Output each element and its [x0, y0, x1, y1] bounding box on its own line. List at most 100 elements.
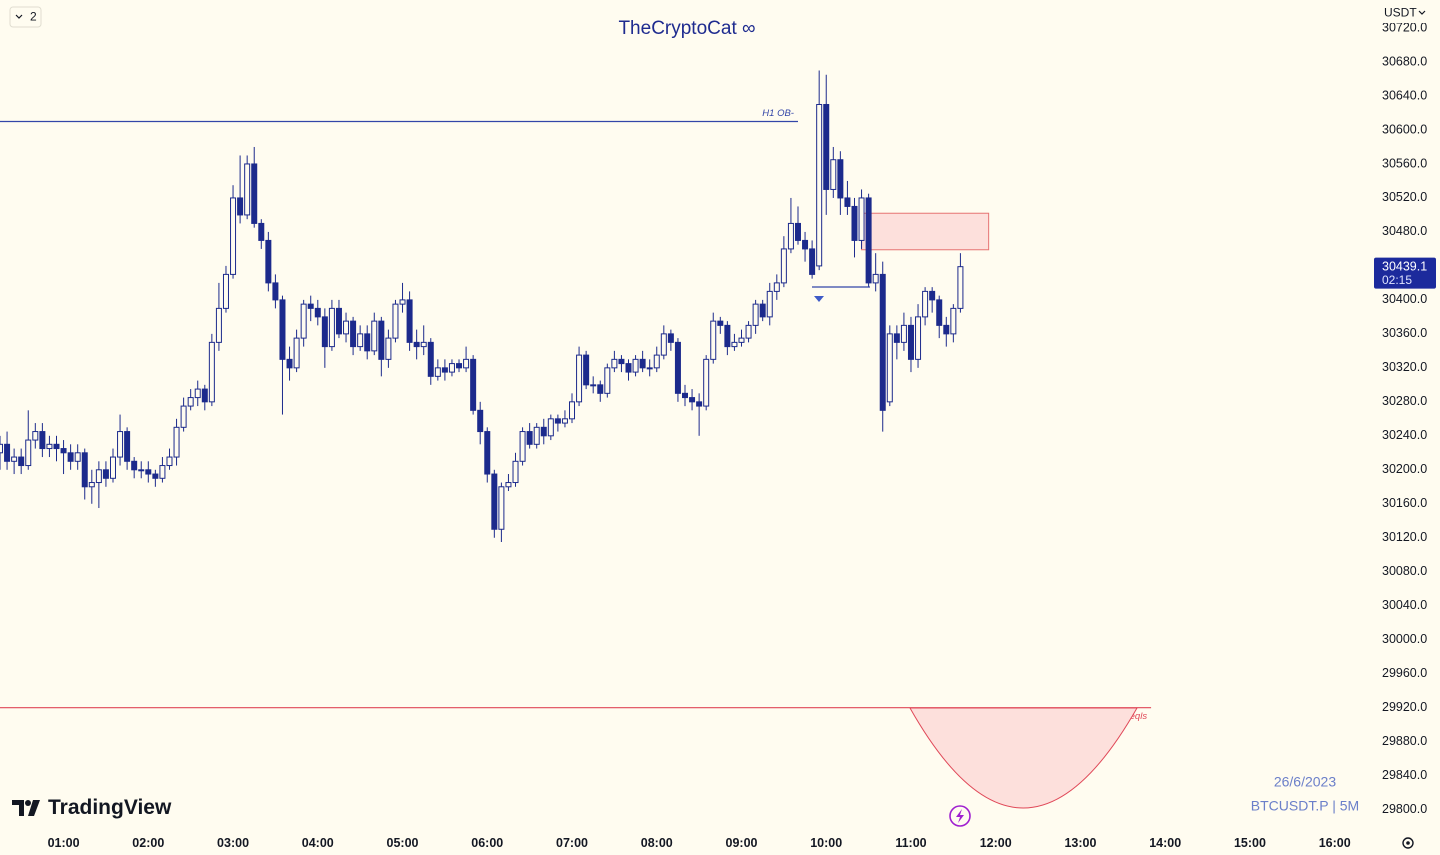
y-tick-label: 30000.0 — [1382, 632, 1427, 646]
y-tick-label: 30400.0 — [1382, 292, 1427, 306]
candle-body — [364, 333, 371, 352]
lightning-icon — [956, 809, 964, 823]
candle-body — [787, 222, 794, 250]
brand-logo — [12, 800, 40, 816]
candle-body — [561, 418, 568, 424]
candle-body — [682, 392, 688, 399]
candle-body — [505, 482, 512, 488]
candle-body — [907, 324, 914, 360]
y-tick-label: 30680.0 — [1382, 54, 1427, 68]
candle-body — [667, 333, 674, 343]
candle-body — [300, 303, 307, 339]
x-tick-label: 02:00 — [132, 836, 164, 850]
candle-body — [237, 197, 244, 216]
candle-body — [491, 473, 498, 530]
candle-body — [851, 205, 858, 241]
candle-body — [745, 324, 752, 339]
candle-body — [689, 397, 696, 403]
y-tick-label: 30120.0 — [1382, 530, 1427, 544]
candle-body — [773, 282, 780, 292]
settings-button[interactable] — [1402, 837, 1414, 849]
candle-body — [131, 460, 138, 471]
candle-body — [11, 456, 18, 462]
y-tick-label: 29920.0 — [1382, 700, 1427, 714]
candle-body — [265, 239, 272, 284]
candle-body — [109, 456, 116, 479]
axes: 29800.0 29840.0 29880.0 29920.0 29960.0 30000… — [48, 20, 1436, 850]
candle-body — [639, 358, 646, 369]
x-tick-label: 01:00 — [48, 836, 80, 850]
x-tick-label: 03:00 — [217, 836, 249, 850]
candle-body — [915, 316, 922, 360]
candle-body — [759, 303, 766, 318]
candle-body — [215, 307, 222, 343]
plot-area: H1 OB-eqls — [0, 70, 1152, 722]
supply-zone — [861, 212, 990, 251]
candle-body — [406, 299, 413, 343]
candle-body — [159, 465, 166, 479]
candle-body — [335, 307, 342, 335]
candle-body — [378, 320, 385, 360]
candle-body — [823, 103, 830, 190]
currency-button[interactable] — [1374, 3, 1440, 23]
candle-body — [943, 324, 950, 335]
candle-body — [470, 358, 477, 411]
candle-body — [0, 443, 3, 454]
candle-body — [498, 486, 505, 530]
candle-body — [597, 384, 604, 394]
candle-body — [653, 354, 660, 369]
candle-body — [893, 333, 900, 343]
y-tick-label: 30280.0 — [1382, 394, 1427, 408]
candle-body — [32, 431, 39, 441]
candle-body — [794, 222, 801, 241]
collapse-button[interactable] — [9, 6, 42, 28]
candle-body — [576, 354, 583, 403]
x-tick-label: 05:00 — [387, 836, 419, 850]
candle-body — [46, 443, 53, 450]
candle-body — [180, 405, 187, 428]
candle-body — [117, 431, 124, 458]
candle-body — [357, 333, 364, 348]
candle-body — [166, 456, 173, 467]
candle-body — [173, 426, 180, 458]
candle-body — [60, 448, 67, 454]
candle-body — [830, 159, 837, 190]
candle-body — [569, 401, 576, 420]
x-tick-label: 07:00 — [556, 836, 588, 850]
candle-body — [314, 307, 321, 318]
candle-body — [251, 163, 258, 224]
candle-body — [816, 103, 823, 267]
candle-body — [717, 320, 724, 326]
candle-body — [385, 337, 392, 360]
candle-body — [731, 341, 738, 348]
candle-body — [230, 197, 237, 275]
candle-body — [392, 303, 399, 339]
y-tick-label: 30320.0 — [1382, 360, 1427, 374]
candle-body — [39, 431, 46, 450]
candle-body — [74, 452, 81, 462]
chart-symbol: BTCUSDT.P | 5M — [1251, 798, 1359, 814]
candle-body — [258, 222, 265, 241]
candle-body — [88, 482, 95, 488]
y-tick-label: 30080.0 — [1382, 564, 1427, 578]
candle-body — [844, 197, 851, 207]
candle-body — [293, 337, 300, 369]
candle-body — [900, 324, 907, 343]
candle-body — [540, 426, 547, 437]
candle-body — [929, 290, 936, 301]
marker-triangle — [814, 296, 824, 302]
candle-body — [441, 367, 448, 373]
candle-body — [703, 358, 710, 407]
candle-body — [321, 316, 328, 348]
candle-body — [138, 469, 145, 472]
bar-countdown: 02:15 — [1382, 273, 1412, 287]
x-tick-label: 06:00 — [471, 836, 503, 850]
candle-body — [286, 358, 293, 369]
y-tick-label: 30720.0 — [1382, 20, 1427, 34]
candle-body — [399, 299, 406, 305]
candle-body — [124, 431, 131, 462]
candle-body — [208, 341, 215, 403]
y-tick-label: 29800.0 — [1382, 802, 1427, 816]
candle-body — [456, 363, 463, 369]
